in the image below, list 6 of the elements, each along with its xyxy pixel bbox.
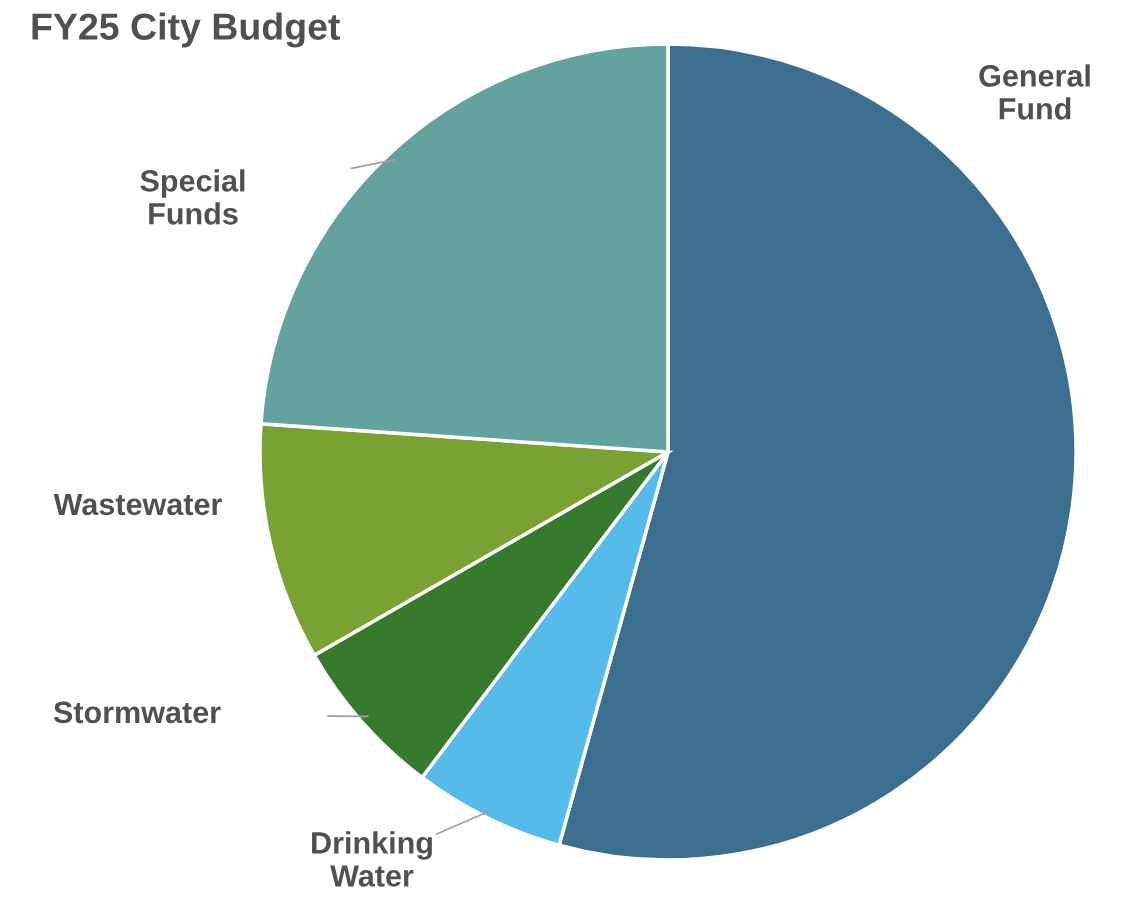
slice-label: Wastewater [53, 493, 222, 516]
slice-label: Stormwater [53, 701, 221, 724]
slice-label: General Fund [979, 64, 1090, 120]
slice-label: Special Funds [140, 169, 245, 225]
chart-title: FY25 City Budget [32, 12, 340, 48]
slice-label: Drinking Water [312, 831, 432, 887]
